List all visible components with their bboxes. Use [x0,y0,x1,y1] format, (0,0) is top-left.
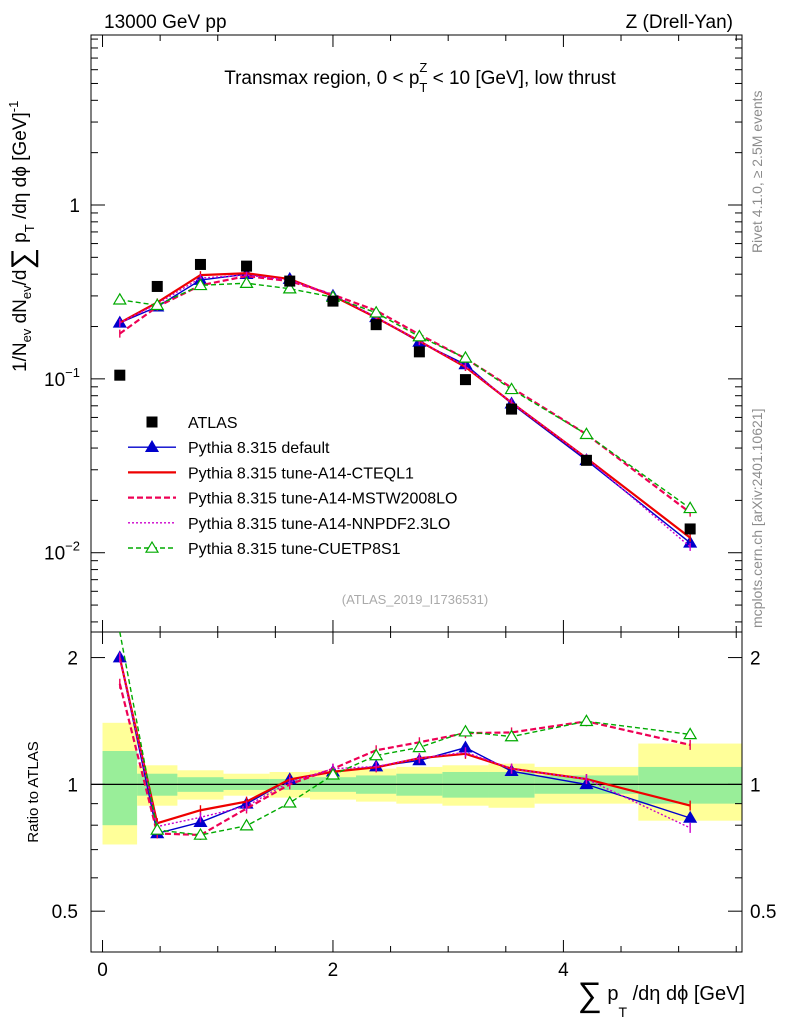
series-marker-main [458,350,473,363]
legend-label-4: Pythia 8.315 tune-CUETP8S1 [188,541,401,558]
series-line-ratio [119,657,691,835]
series-marker-main [282,281,297,294]
atlas-data-point [114,369,126,381]
ratio-y-tick-label-left: 0.5 [52,902,78,923]
ratio-y-tick-label-left: 1 [67,775,78,796]
series-line-ratio [119,631,691,836]
atlas-data-point [370,319,382,331]
analysis-id-watermark: (ATLAS_2019_I1736531) [342,592,488,607]
series-marker-ratio [193,827,208,840]
series-marker-ratio [579,714,594,727]
atlas-data-point [284,275,296,287]
legend-label-2: Pythia 8.315 tune-A14-MSTW2008LO [188,491,457,508]
mcplots-reference-text: mcplots.cern.ch [arXiv:2401.10621] [749,409,765,628]
data-series [112,258,698,841]
x-tick-label: 0 [97,960,108,981]
atlas-data-point [241,260,253,272]
atlas-data-point [580,454,592,466]
ratio-y-axis-label: Ratio to ATLAS [25,741,42,842]
header-right: Z (Drell-Yan) [626,12,733,33]
series-line-main [119,274,691,514]
atlas-data-point [684,523,696,535]
legend-marker-0 [144,440,160,452]
ratio-y-tick-label-right: 2 [750,649,761,670]
main-y-tick-label: 10−2 [44,539,80,565]
atlas-data-point [151,280,163,292]
series-marker-main [412,329,427,342]
series-marker-main [369,305,384,318]
legend: ATLAS Pythia 8.315 default Pythia 8.315 tu… [128,415,457,558]
series-marker-ratio [282,795,297,808]
series-marker-main [579,427,594,440]
series-marker-main [150,298,165,311]
series-marker-main [193,278,208,291]
ratio-band-inner [102,751,138,826]
main-y-tick-label: 1 [69,196,80,217]
x-tick-label: 4 [558,960,569,981]
legend-label-1: Pythia 8.315 tune-A14-CTEQL1 [188,465,414,482]
legend-label-3: Pythia 8.315 tune-A14-NNPDF2.3LO [188,516,450,533]
legend-label-atlas: ATLAS [188,415,238,432]
x-tick-label: 2 [328,960,339,981]
main-title: Transmax region, 0 < pTZ < 10 [GeV], low… [224,60,616,95]
series-marker-ratio [683,727,698,740]
legend-label-0: Pythia 8.315 default [188,440,330,457]
series-4 [112,276,698,840]
series-marker-ratio [369,748,384,761]
series-marker-ratio [412,740,427,753]
atlas-data-point [413,346,425,358]
atlas-data-points [114,258,696,535]
atlas-data-point [194,258,206,270]
series-marker-main [239,276,254,288]
series-marker-main [683,501,698,514]
rivet-version-text: Rivet 4.1.0, ≥ 2.5M events [749,90,765,253]
series-line-ratio [118,683,691,837]
legend-marker-atlas [146,416,158,428]
series-marker-ratio [150,822,165,835]
ratio-y-tick-label-right: 1 [750,775,761,796]
series-marker-ratio [504,729,519,742]
main-y-tick-label: 10−1 [44,365,80,391]
series-marker-ratio [458,724,473,737]
atlas-data-point [506,403,518,415]
series-line-main [119,274,691,548]
ratio-y-tick-label-left: 2 [67,649,78,670]
series-marker-ratio [239,818,254,831]
main-y-axis-label: 1/Nev dNev/d∑ pT /dη dϕ [GeV]-1 [6,101,39,372]
series-marker-ratio [325,767,341,780]
series-line-ratio [119,657,691,829]
series-marker-main [112,292,127,305]
legend-marker-4 [144,540,160,553]
x-axis-label: ∑ pT /dη dϕ [GeV] [578,976,745,1020]
atlas-data-point [327,295,339,307]
axis-ticks: 0 2 4 1 10−1 10−2 2 2 1 1 0.5 0.5 [44,35,776,981]
header-left: 13000 GeV pp [104,12,227,33]
series-line-main [119,282,691,509]
series-marker-main [504,382,519,395]
atlas-data-point [459,374,471,386]
ratio-panel-frame [90,631,743,953]
ratio-band-inner [638,766,742,804]
ratio-y-tick-label-right: 0.5 [750,902,776,923]
series-marker-ratio [683,810,698,823]
series-line-ratio [118,657,691,825]
